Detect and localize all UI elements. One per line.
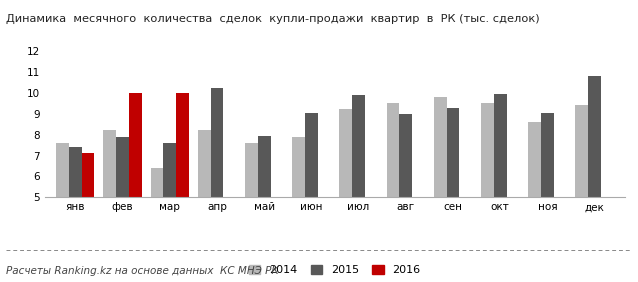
Bar [129,93,142,282]
Bar [82,153,94,282]
Bar [447,108,459,282]
Bar [541,113,554,282]
Bar [575,105,588,282]
Bar [245,143,258,282]
Bar [198,130,211,282]
Bar [292,137,305,282]
Bar [434,97,447,282]
Bar [387,103,399,282]
Legend: 2014, 2015, 2016: 2014, 2015, 2016 [245,261,425,280]
Bar [103,130,116,282]
Bar [481,103,494,282]
Bar [339,109,352,282]
Bar [588,76,601,282]
Text: Динамика  месячного  количества  сделок  купли-продажи  квартир  в  РК (тыс. сде: Динамика месячного количества сделок куп… [6,14,540,24]
Bar [56,143,69,282]
Text: Расчеты Ranking.kz на основе данных  КС МНЭ РК: Расчеты Ranking.kz на основе данных КС М… [6,266,279,276]
Bar [163,143,176,282]
Bar [116,137,129,282]
Bar [399,114,412,282]
Bar [211,89,223,282]
Bar [352,95,365,282]
Bar [151,168,163,282]
Bar [528,122,541,282]
Bar [494,94,507,282]
Bar [176,93,189,282]
Bar [258,136,271,282]
Bar [69,147,82,282]
Bar [305,113,318,282]
